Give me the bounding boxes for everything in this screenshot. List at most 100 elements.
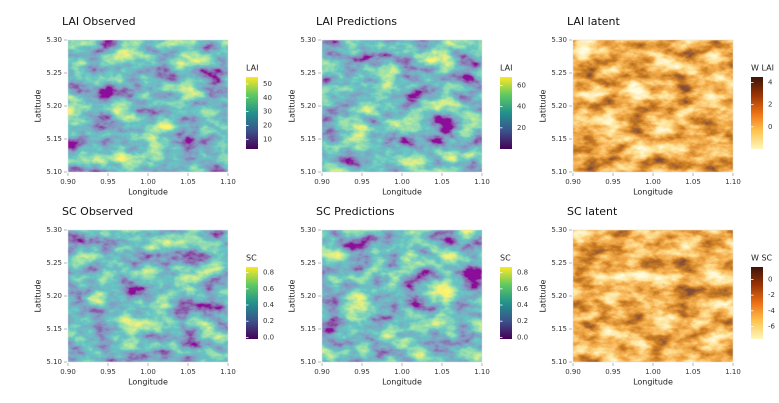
x-tick-label: 0.90	[60, 178, 76, 186]
colorbar-label: LAI	[246, 64, 258, 73]
y-tick-label: 5.30	[46, 36, 62, 44]
y-tick-label: 5.30	[300, 36, 316, 44]
y-tick-label: 5.10	[46, 168, 62, 176]
y-tick-label: 5.25	[551, 69, 567, 77]
x-tick-label: 1.10	[725, 368, 741, 376]
page: LAI Observed 0.90 0.95 1.00 1.05 1.10 5.10 5.15…	[0, 0, 779, 403]
colorbar-label: W SC	[751, 254, 773, 263]
y-tick-label: 5.15	[551, 135, 567, 143]
x-tick-label: 1.10	[725, 178, 741, 186]
y-tick-label: 5.15	[300, 325, 316, 333]
x-tick-label: 1.00	[394, 368, 410, 376]
colorbar-tick-label: 0.0	[517, 333, 528, 341]
colorbar	[246, 77, 258, 149]
y-tick-label: 5.25	[300, 69, 316, 77]
y-tick-label: 5.20	[300, 102, 316, 110]
y-axis-label: Latitude	[34, 279, 43, 312]
x-tick-label: 1.05	[180, 178, 196, 186]
y-axis-label: Latitude	[34, 89, 43, 122]
x-tick-label: 1.05	[180, 368, 196, 376]
colorbar-tick-label: 4	[768, 79, 773, 87]
x-tick-label: 1.05	[685, 368, 701, 376]
x-tick-label: 1.00	[645, 368, 661, 376]
colorbar-tick-label: 0.8	[263, 269, 274, 277]
x-tick-label: 1.05	[685, 178, 701, 186]
y-tick-label: 5.15	[551, 325, 567, 333]
colorbar-tick-label: 0.0	[263, 333, 274, 341]
x-tick-label: 1.00	[140, 178, 156, 186]
colorbar-tick-label: 0.2	[263, 317, 274, 325]
y-tick-label: 5.20	[300, 292, 316, 300]
y-axis-label: Latitude	[539, 89, 548, 122]
x-tick-label: 0.95	[354, 368, 370, 376]
colorbar-tick-label: -4	[768, 307, 776, 315]
panel-title: LAI Predictions	[316, 15, 397, 28]
x-axis-label: Longitude	[633, 378, 673, 387]
x-axis-label: Longitude	[128, 188, 168, 197]
x-axis-label: Longitude	[382, 378, 422, 387]
y-tick-label: 5.15	[300, 135, 316, 143]
y-tick-label: 5.20	[551, 292, 567, 300]
colorbar-tick-label: 0.6	[517, 285, 529, 293]
y-tick-label: 5.30	[300, 226, 316, 234]
colorbar-label: SC	[500, 254, 511, 263]
colorbar-label: W LAI	[751, 64, 774, 73]
y-tick-label: 5.20	[46, 292, 62, 300]
y-tick-label: 5.25	[46, 259, 62, 267]
panel-title: LAI Observed	[62, 15, 136, 28]
y-axis-label: Latitude	[288, 279, 297, 312]
colorbar-tick-label: 0.8	[517, 269, 528, 277]
y-tick-label: 5.15	[46, 325, 62, 333]
raster	[322, 40, 482, 172]
colorbar-tick-label: 50	[263, 80, 272, 88]
y-tick-label: 5.30	[551, 36, 567, 44]
y-tick-label: 5.10	[300, 358, 316, 366]
raster	[322, 230, 482, 362]
raster	[68, 230, 228, 362]
colorbar-tick-label: 20	[263, 121, 272, 129]
colorbar-tick-label: 2	[768, 101, 772, 109]
colorbar	[246, 267, 258, 339]
colorbar-tick-label: 0.6	[263, 285, 275, 293]
y-tick-label: 5.10	[551, 168, 567, 176]
x-axis-label: Longitude	[633, 188, 673, 197]
x-tick-label: 0.95	[605, 368, 621, 376]
y-tick-label: 5.25	[46, 69, 62, 77]
colorbar-tick-label: -2	[768, 291, 775, 299]
colorbar-tick-label: 10	[263, 135, 272, 143]
x-tick-label: 0.95	[100, 368, 116, 376]
colorbar-label: SC	[246, 254, 257, 263]
raster	[68, 40, 228, 172]
colorbar	[751, 77, 763, 149]
colorbar-tick-label: 60	[517, 81, 526, 89]
colorbar-tick-label: 40	[263, 94, 272, 102]
colorbar-label: LAI	[500, 64, 512, 73]
colorbar-tick-label: 0	[768, 276, 772, 284]
colorbar-tick-label: -6	[768, 322, 776, 330]
colorbar-tick-label: 0.2	[517, 317, 528, 325]
x-tick-label: 1.10	[220, 178, 236, 186]
x-tick-label: 0.90	[60, 368, 76, 376]
figure: LAI Observed 0.90 0.95 1.00 1.05 1.10 5.10 5.15…	[0, 0, 779, 403]
x-tick-label: 0.90	[565, 368, 581, 376]
x-tick-label: 0.95	[605, 178, 621, 186]
x-axis-label: Longitude	[382, 188, 422, 197]
y-tick-label: 5.25	[300, 259, 316, 267]
panel-title: LAI latent	[567, 15, 620, 28]
panel-title: SC Predictions	[316, 205, 395, 218]
colorbar-tick-label: 20	[517, 124, 526, 132]
colorbar-tick-label: 40	[517, 103, 526, 111]
x-tick-label: 0.95	[354, 178, 370, 186]
x-tick-label: 1.00	[140, 368, 156, 376]
x-tick-label: 0.95	[100, 178, 116, 186]
y-axis-label: Latitude	[288, 89, 297, 122]
y-tick-label: 5.30	[46, 226, 62, 234]
x-tick-label: 1.10	[220, 368, 236, 376]
colorbar-tick-label: 0.4	[517, 301, 529, 309]
y-tick-label: 5.20	[46, 102, 62, 110]
x-tick-label: 0.90	[314, 368, 330, 376]
x-tick-label: 0.90	[565, 178, 581, 186]
x-tick-label: 1.00	[394, 178, 410, 186]
y-tick-label: 5.10	[46, 358, 62, 366]
x-tick-label: 1.10	[474, 368, 490, 376]
